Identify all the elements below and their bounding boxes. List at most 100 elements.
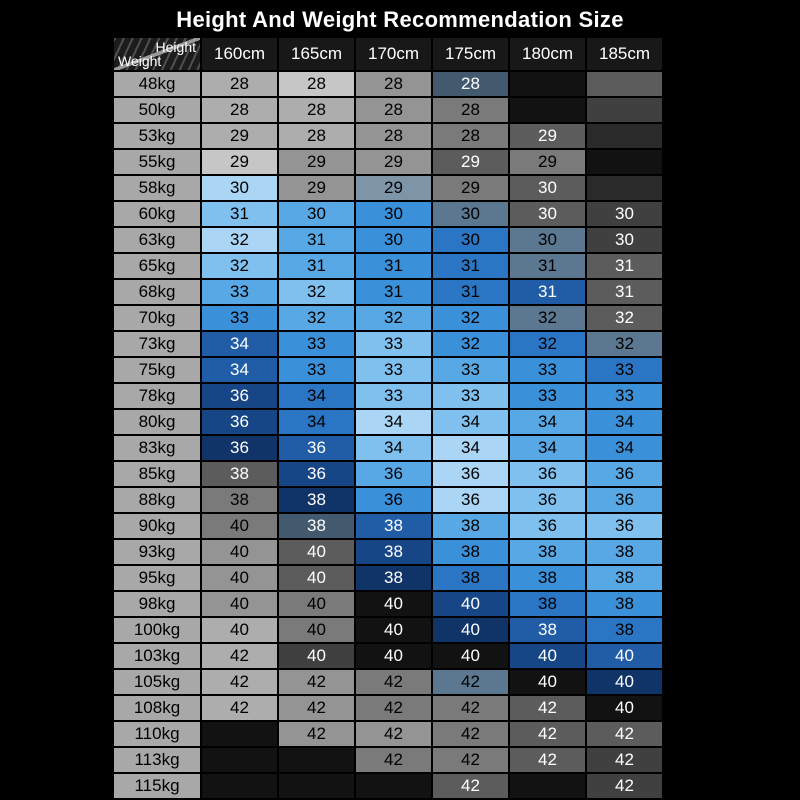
size-cell — [510, 98, 585, 122]
table-row: 58kg 30 29 29 29 30 — [114, 176, 662, 200]
weight-label-cell: 48kg — [114, 72, 200, 96]
size-cell: 30 — [510, 176, 585, 200]
size-cell: 31 — [356, 280, 431, 304]
size-cell: 33 — [279, 332, 354, 356]
size-cell: 29 — [202, 150, 277, 174]
size-cell: 38 — [587, 592, 662, 616]
size-cell: 29 — [279, 150, 354, 174]
weight-label-cell: 83kg — [114, 436, 200, 460]
size-cell: 40 — [279, 644, 354, 668]
size-cell: 30 — [433, 202, 508, 226]
size-cell: 40 — [279, 592, 354, 616]
corner-cell: Height Weight — [114, 38, 200, 70]
size-cell: 42 — [433, 748, 508, 772]
header-row: Height Weight 160cm 165cm 170cm 175cm 180cm 185… — [114, 38, 662, 70]
table-row: 70kg 33 32 32 32 32 32 — [114, 306, 662, 330]
table-row: 83kg 36 36 34 34 34 34 — [114, 436, 662, 460]
table-row: 80kg 36 34 34 34 34 34 — [114, 410, 662, 434]
weight-label-cell: 55kg — [114, 150, 200, 174]
size-cell: 36 — [202, 436, 277, 460]
size-cell: 30 — [433, 228, 508, 252]
table-header: Height Weight 160cm 165cm 170cm 175cm 180cm 185… — [114, 38, 662, 70]
size-cell: 36 — [587, 462, 662, 486]
size-cell: 29 — [202, 124, 277, 148]
size-cell — [202, 774, 277, 798]
size-cell: 34 — [510, 410, 585, 434]
size-cell: 36 — [510, 514, 585, 538]
size-cell: 31 — [356, 254, 431, 278]
size-cell: 36 — [279, 462, 354, 486]
size-cell: 40 — [356, 618, 431, 642]
size-cell: 34 — [279, 410, 354, 434]
weight-label-cell: 65kg — [114, 254, 200, 278]
size-cell: 28 — [433, 72, 508, 96]
size-cell: 32 — [433, 332, 508, 356]
size-cell: 36 — [356, 488, 431, 512]
size-cell: 42 — [510, 722, 585, 746]
size-cell: 28 — [356, 72, 431, 96]
size-cell: 42 — [279, 696, 354, 720]
size-cell — [279, 774, 354, 798]
size-cell: 32 — [202, 228, 277, 252]
size-cell: 33 — [356, 384, 431, 408]
size-cell: 29 — [510, 150, 585, 174]
size-cell: 34 — [587, 436, 662, 460]
page-title: Height And Weight Recommendation Size — [176, 7, 624, 32]
size-cell: 33 — [356, 332, 431, 356]
weight-label-cell: 108kg — [114, 696, 200, 720]
size-cell — [202, 722, 277, 746]
size-cell: 40 — [279, 540, 354, 564]
size-cell: 29 — [356, 150, 431, 174]
size-cell: 40 — [510, 644, 585, 668]
size-table: Height Weight 160cm 165cm 170cm 175cm 180cm 185… — [112, 36, 664, 800]
size-cell: 34 — [202, 358, 277, 382]
size-cell: 32 — [356, 306, 431, 330]
size-cell: 29 — [510, 124, 585, 148]
size-cell: 31 — [510, 280, 585, 304]
size-cell: 36 — [202, 384, 277, 408]
weight-label-cell: 103kg — [114, 644, 200, 668]
size-cell: 33 — [202, 280, 277, 304]
table-row: 95kg 40 40 38 38 38 38 — [114, 566, 662, 590]
size-cell: 33 — [202, 306, 277, 330]
size-cell: 42 — [587, 748, 662, 772]
size-cell: 40 — [510, 670, 585, 694]
size-cell: 33 — [279, 358, 354, 382]
size-cell: 33 — [510, 358, 585, 382]
size-cell: 42 — [202, 696, 277, 720]
size-cell: 36 — [433, 462, 508, 486]
size-cell: 42 — [356, 696, 431, 720]
table-body: 48kg 28 28 28 28 50kg 28 28 28 28 53kg 29 28 28 28 29 55… — [114, 72, 662, 798]
table-row: 108kg 42 42 42 42 42 40 — [114, 696, 662, 720]
size-cell: 33 — [587, 358, 662, 382]
height-header-cell: 180cm — [510, 38, 585, 70]
table-row: 60kg 31 30 30 30 30 30 — [114, 202, 662, 226]
size-cell: 42 — [279, 722, 354, 746]
size-cell: 40 — [587, 696, 662, 720]
size-cell: 31 — [202, 202, 277, 226]
size-cell: 30 — [356, 228, 431, 252]
weight-label-cell: 88kg — [114, 488, 200, 512]
weight-label-cell: 63kg — [114, 228, 200, 252]
weight-label-cell: 53kg — [114, 124, 200, 148]
height-header-cell: 170cm — [356, 38, 431, 70]
table-row: 75kg 34 33 33 33 33 33 — [114, 358, 662, 382]
size-cell: 30 — [587, 202, 662, 226]
size-cell: 31 — [279, 254, 354, 278]
size-cell: 34 — [433, 436, 508, 460]
table-row: 98kg 40 40 40 40 38 38 — [114, 592, 662, 616]
size-cell: 40 — [202, 514, 277, 538]
size-cell: 40 — [433, 618, 508, 642]
size-cell: 42 — [587, 774, 662, 798]
size-cell: 40 — [279, 566, 354, 590]
size-cell: 28 — [279, 98, 354, 122]
size-cell: 38 — [356, 566, 431, 590]
size-cell: 42 — [433, 670, 508, 694]
size-cell: 42 — [587, 722, 662, 746]
size-cell: 42 — [510, 748, 585, 772]
table-row: 78kg 36 34 33 33 33 33 — [114, 384, 662, 408]
size-cell: 31 — [279, 228, 354, 252]
size-cell: 36 — [510, 462, 585, 486]
size-cell: 32 — [587, 306, 662, 330]
size-cell: 32 — [279, 306, 354, 330]
